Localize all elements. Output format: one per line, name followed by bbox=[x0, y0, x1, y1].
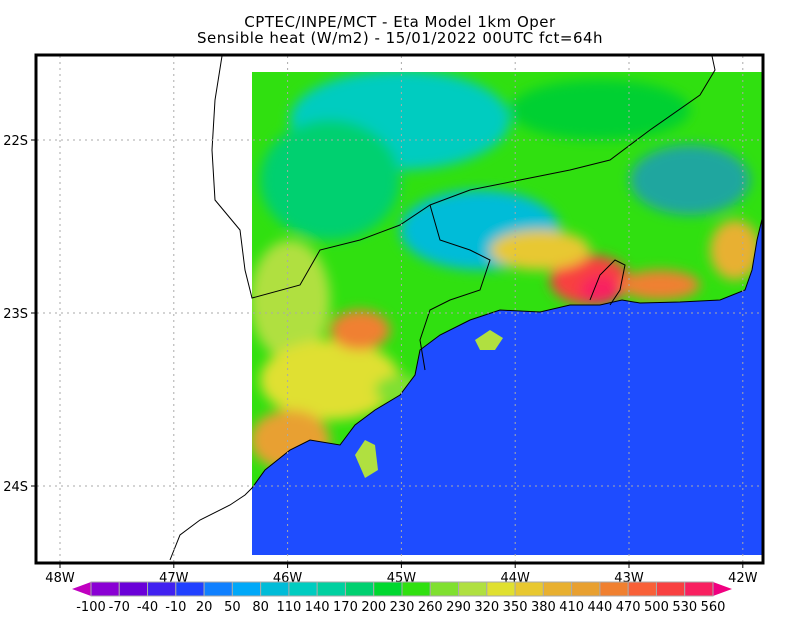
colorbar-high-arrow bbox=[713, 582, 732, 596]
colorbar-label: -40 bbox=[137, 600, 158, 615]
state-border bbox=[419, 204, 491, 371]
colorbar-label: 170 bbox=[333, 600, 358, 615]
colorbar-swatch bbox=[429, 581, 460, 597]
ocean bbox=[252, 215, 763, 555]
colorbar-label: 50 bbox=[224, 600, 241, 615]
island bbox=[355, 440, 378, 478]
colorbar-swatch bbox=[542, 581, 573, 597]
colorbar-label: 260 bbox=[418, 600, 443, 615]
colorbar-swatch bbox=[147, 581, 177, 597]
bay-outline bbox=[589, 259, 626, 306]
colorbar-label: 80 bbox=[252, 600, 269, 615]
title-line-2: Sensible heat (W/m2) - 15/01/2022 00UTC … bbox=[196, 29, 604, 47]
colorbar: -100 -70 -40 -10 20 50 80 110 140 170 200 230 260 290… bbox=[72, 581, 732, 615]
colorbar-label: -100 bbox=[76, 600, 106, 615]
colorbar-label: 380 bbox=[531, 600, 556, 615]
colorbar-swatch bbox=[288, 581, 318, 597]
island bbox=[475, 330, 503, 350]
lat-label: 22S bbox=[3, 134, 28, 149]
colorbar-label: 230 bbox=[390, 600, 415, 615]
colorbar-swatch bbox=[344, 581, 375, 597]
colorbar-label: 200 bbox=[361, 600, 386, 615]
colorbar-swatch bbox=[231, 581, 262, 597]
colorbar-label: 410 bbox=[559, 600, 584, 615]
colorbar-swatch bbox=[373, 581, 403, 597]
colorbar-label: 350 bbox=[503, 600, 528, 615]
colorbar-label: 290 bbox=[446, 600, 471, 615]
map-frame bbox=[34, 53, 765, 565]
colorbar-label: -70 bbox=[109, 600, 130, 615]
colorbar-label: 320 bbox=[474, 600, 499, 615]
boundaries bbox=[169, 55, 764, 561]
colorbar-low-arrow bbox=[72, 582, 91, 596]
colorbar-swatch bbox=[175, 581, 205, 597]
colorbar-swatch bbox=[458, 581, 488, 597]
lon-label: 42W bbox=[728, 571, 758, 586]
colorbar-label: 140 bbox=[305, 600, 330, 615]
sensible-heat-field bbox=[252, 72, 763, 555]
colorbar-swatch bbox=[203, 581, 233, 597]
colorbar-label: 500 bbox=[644, 600, 669, 615]
colorbar-swatch bbox=[90, 581, 120, 597]
lat-label: 24S bbox=[3, 480, 28, 495]
colorbar-swatch bbox=[627, 581, 657, 597]
colorbar-label: 440 bbox=[587, 600, 612, 615]
colorbar-label: 110 bbox=[276, 600, 301, 615]
colorbar-swatch bbox=[571, 581, 601, 597]
colorbar-label: -10 bbox=[165, 600, 186, 615]
coastline bbox=[169, 214, 764, 561]
colorbar-label: 470 bbox=[616, 600, 641, 615]
colorbar-swatch bbox=[260, 581, 290, 597]
colorbar-swatch bbox=[655, 581, 686, 597]
graticule bbox=[37, 56, 762, 562]
title-line-1: CPTEC/INPE/MCT - Eta Model 1km Oper bbox=[244, 13, 556, 31]
colorbar-label: 530 bbox=[672, 600, 697, 615]
colorbar-swatch bbox=[684, 581, 714, 597]
state-border bbox=[211, 55, 716, 299]
colorbar-label: 560 bbox=[701, 600, 726, 615]
colorbar-swatch bbox=[599, 581, 629, 597]
colorbar-swatch bbox=[118, 581, 149, 597]
colorbar-swatch bbox=[401, 581, 431, 597]
colorbar-swatch bbox=[486, 581, 516, 597]
colorbar-swatch bbox=[514, 581, 544, 597]
lon-label: 48W bbox=[45, 571, 75, 586]
colorbar-swatch bbox=[316, 581, 346, 597]
colorbar-label: 20 bbox=[196, 600, 213, 615]
lat-label: 23S bbox=[3, 307, 28, 322]
